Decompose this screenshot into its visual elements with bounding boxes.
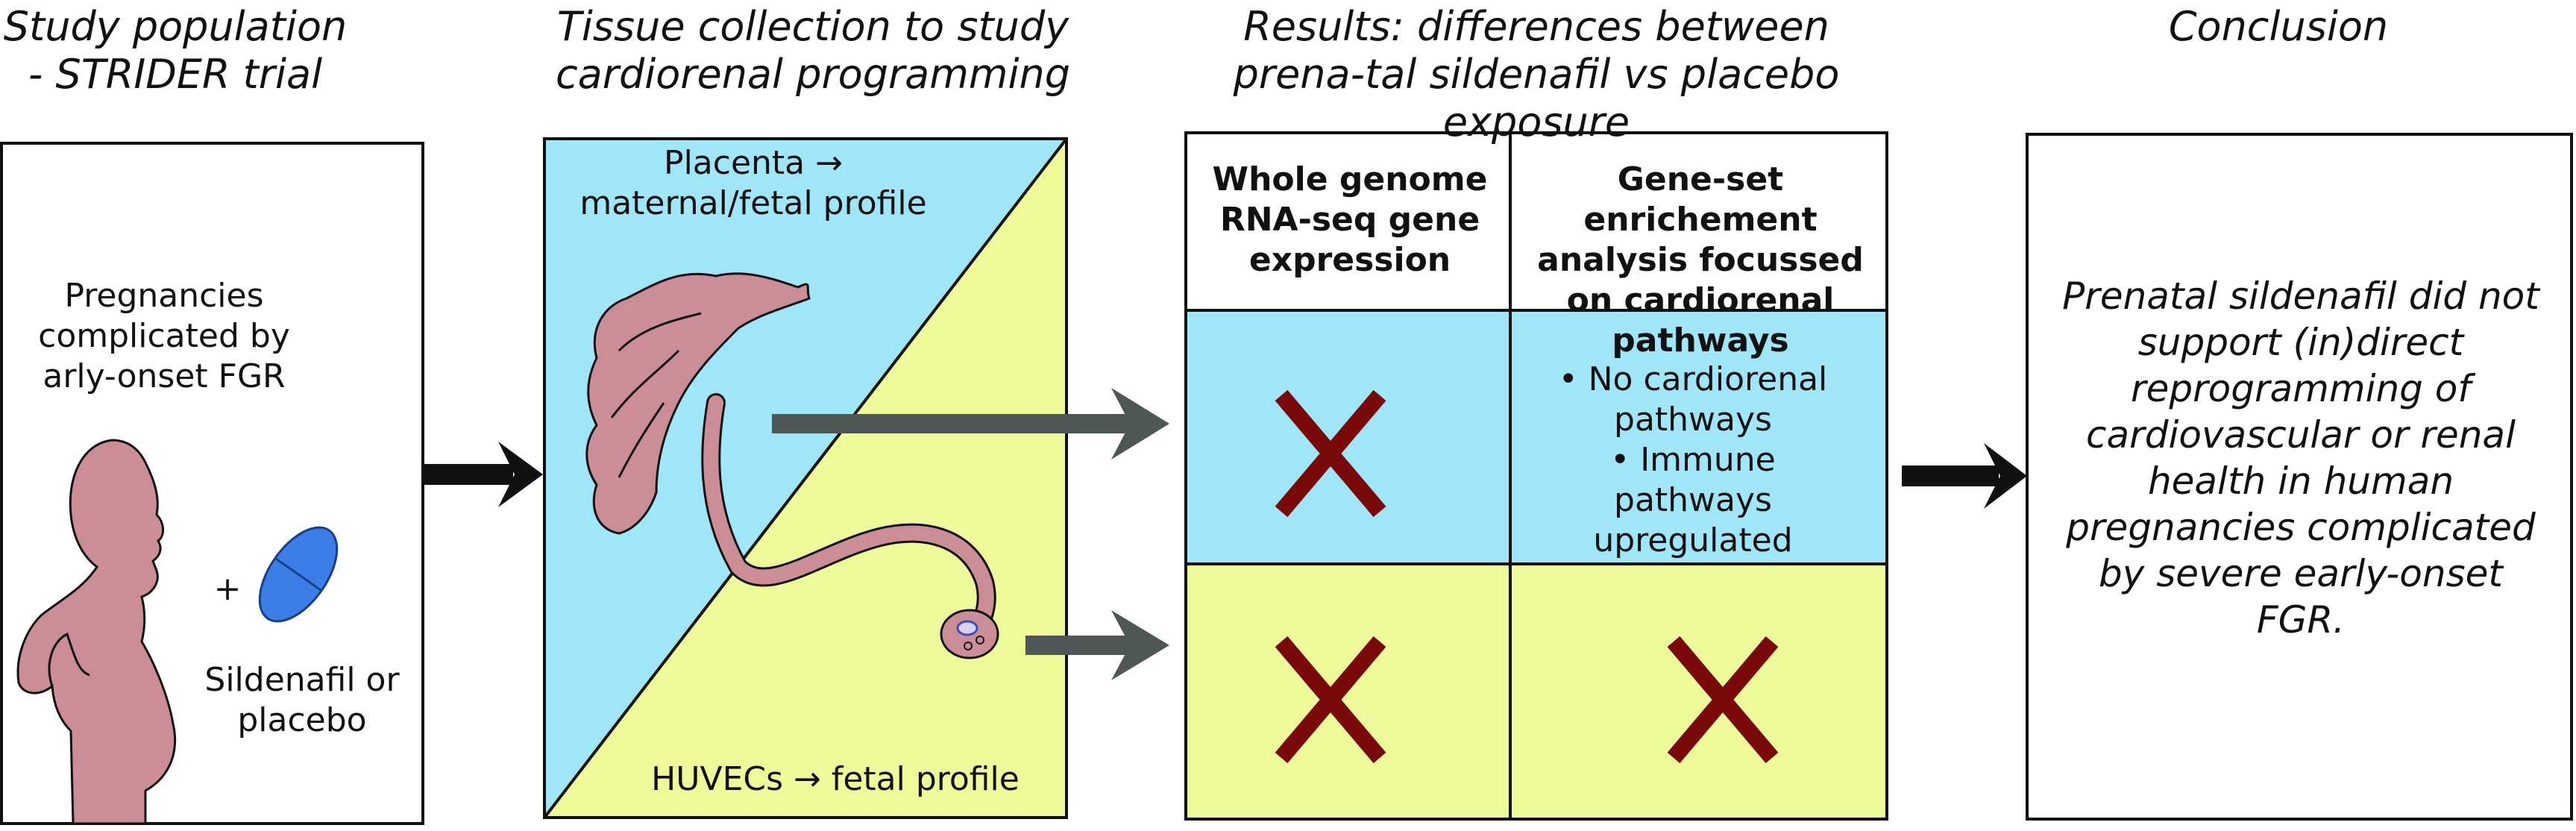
tissue-collection-box xyxy=(543,137,1068,819)
conclusion-text: Prenatal sildenafil did not support (in)… xyxy=(2062,275,2539,642)
heading-study-population: Study population - STRIDER trial xyxy=(3,3,348,98)
arrow-results-to-conclusion xyxy=(1902,443,2027,509)
heading-conclusion: Conclusion xyxy=(2168,3,2389,50)
heading-results: Results: differences between prena-tal s… xyxy=(1233,3,1840,145)
arrow-huvec-to-results xyxy=(1025,610,1169,680)
results-col2-header: Gene-set enrichement analysis focussed o… xyxy=(1537,160,1864,360)
pregnant-woman-figure xyxy=(16,439,177,825)
huvecs-label: HUVECs → fetal profile xyxy=(651,760,1020,798)
no-cardiorenal-pathways: • No cardiorenal pathways xyxy=(1558,360,1828,439)
cross-icon xyxy=(1275,636,1386,764)
arrow-placenta-to-results xyxy=(772,388,1169,460)
heading-tissue-collection: Tissue collection to study cardiorenal p… xyxy=(555,3,1070,98)
conclusion-box xyxy=(2026,133,2573,821)
figure-arm xyxy=(48,632,90,687)
placenta-icon xyxy=(585,272,811,535)
sildenafil-placebo-label: Sildenafil or placebo xyxy=(204,661,400,739)
cross-icon xyxy=(1667,636,1779,764)
tissue-diagonal xyxy=(543,137,1068,819)
results-row-placenta xyxy=(1186,310,1887,564)
plus-sign: + xyxy=(213,570,242,608)
immune-pathways-upregulated: • Immune pathways upregulated xyxy=(1593,441,1793,559)
arrow-study-to-tissue xyxy=(424,442,543,507)
placenta-vessels xyxy=(610,312,702,478)
pregnancies-label: Pregnancies complicated by arly-onset FG… xyxy=(38,277,290,395)
results-row-huvec xyxy=(1186,564,1887,819)
results-col1-header: Whole genome RNA-seq gene expression xyxy=(1212,160,1488,279)
results-table xyxy=(1184,131,1888,821)
placenta-label: Placenta → maternal/fetal profile xyxy=(579,144,927,222)
cross-icon xyxy=(1275,389,1386,518)
cord-cross-section-icon xyxy=(940,609,999,659)
pill-icon xyxy=(258,526,339,623)
umbilical-cord-fill xyxy=(703,395,994,649)
